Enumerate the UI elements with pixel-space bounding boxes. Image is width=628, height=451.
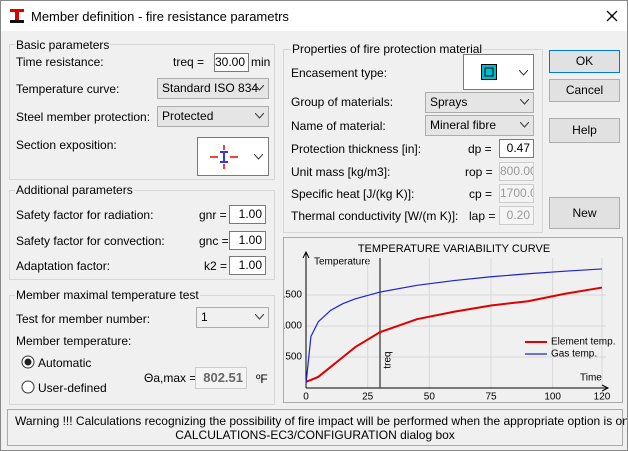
select[interactable]: Standard ISO 834	[157, 78, 269, 99]
chevron	[255, 113, 264, 119]
x-tick-label: 0	[303, 392, 309, 403]
chevron	[520, 122, 529, 128]
chart: TEMPERATURE VARIABILITY CURVE Temperatur…	[283, 237, 623, 403]
symbol: Θa,max =	[144, 371, 197, 385]
app-icon	[10, 9, 24, 23]
input: 1700.0	[499, 184, 534, 203]
chevron	[519, 70, 528, 76]
select[interactable]: Protected	[157, 106, 269, 127]
label: Safety factor for radiation:	[16, 208, 154, 222]
label: Specific heat [J/(kg K)]:	[291, 187, 415, 201]
series-line	[305, 268, 603, 384]
chart-title: TEMPERATURE VARIABILITY CURVE	[358, 243, 550, 255]
x-tick-label: 50	[424, 392, 436, 403]
select-value: Sprays	[430, 95, 468, 109]
symbol: gnc =	[199, 234, 229, 248]
group-box	[9, 190, 275, 280]
warning-box	[7, 409, 623, 446]
y-axis	[302, 250, 310, 388]
warning-text: Warning !!! Calculations recognizing the…	[15, 414, 628, 428]
unit: min	[251, 55, 271, 69]
label: Steel member protection:	[16, 110, 151, 124]
encasement-icon	[481, 64, 497, 80]
help-button[interactable]: Help	[549, 118, 620, 143]
label: Time resistance:	[16, 55, 104, 69]
select-value: Standard ISO 834	[162, 81, 259, 95]
input[interactable]: 30.00	[214, 53, 249, 72]
x-axis	[306, 384, 610, 392]
select-value: 1	[201, 310, 208, 324]
x-tick-label: 100	[544, 392, 561, 403]
chevron	[254, 154, 263, 160]
x-tick-label: 25	[362, 392, 374, 403]
series-line	[305, 286, 603, 383]
title-bar	[1, 1, 627, 31]
window-title: Member definition - fire resistance para…	[31, 9, 289, 24]
label: Safety factor for convection:	[16, 234, 165, 248]
exposition-icon	[210, 145, 238, 169]
x-axis-label: Time	[580, 373, 602, 384]
radio[interactable]	[21, 380, 35, 394]
readonly-field: 802.51	[195, 367, 247, 389]
symbol: lap =	[469, 209, 496, 223]
y-tick-label: 1500	[283, 290, 302, 301]
symbol: gnr =	[199, 208, 227, 222]
select[interactable]: Mineral fibre	[425, 115, 534, 136]
group-heading: Basic parameters	[15, 38, 111, 52]
symbol: k2 =	[204, 259, 228, 273]
unit: ºF	[256, 372, 268, 386]
y-tick-label: 500	[285, 352, 302, 363]
label: Name of material:	[291, 119, 386, 133]
treq-label: treq	[383, 351, 394, 368]
symbol: cp =	[469, 187, 493, 201]
label: Group of materials:	[291, 95, 394, 109]
group-box	[9, 44, 275, 180]
input[interactable]: 0.47	[499, 139, 534, 158]
label: Protection thickness [in]:	[291, 142, 422, 156]
image-select[interactable]	[463, 54, 534, 90]
select[interactable]: Sprays	[425, 92, 534, 113]
label: Test for member number:	[16, 312, 151, 326]
group-heading: Member maximal temperature test	[15, 288, 200, 302]
legend-label: Gas temp.	[551, 349, 597, 360]
label: Member temperature:	[16, 334, 132, 348]
x-tick-label: 120	[594, 392, 611, 403]
input[interactable]: 1.00	[229, 256, 266, 275]
radio-label: Automatic	[38, 356, 92, 370]
close-button[interactable]	[606, 10, 618, 22]
symbol: rop =	[465, 165, 493, 179]
select-value: Protected	[162, 109, 214, 123]
chevron	[255, 314, 264, 320]
group-heading: Properties of fire protection material	[291, 42, 484, 56]
input[interactable]: 1.00	[229, 231, 266, 250]
label: Encasement type:	[291, 66, 388, 80]
y-tick-label: 1000	[283, 321, 302, 332]
new-material-button[interactable]: New material	[549, 197, 620, 250]
select-value: Mineral fibre	[430, 118, 497, 132]
warning-text: CALCULATIONS-EC3/CONFIGURATION dialog bo…	[175, 428, 455, 442]
symbol: dp =	[468, 142, 492, 156]
input: 800.00	[499, 162, 534, 181]
x-tick-label: 75	[485, 392, 497, 403]
symbol: treq =	[173, 55, 205, 69]
radio-selected[interactable]	[21, 355, 35, 369]
cancel-button[interactable]: Cancel	[549, 79, 620, 102]
legend-label: Element temp.	[551, 337, 615, 348]
label: Adaptation factor:	[16, 259, 111, 273]
group-heading: Additional parameters	[15, 183, 134, 197]
y-axis-label: Temperature	[314, 257, 371, 268]
label: Temperature curve:	[16, 82, 120, 96]
image-select[interactable]	[197, 137, 269, 176]
radio-label: User-defined	[38, 381, 107, 395]
chevron	[520, 99, 529, 105]
ok-button[interactable]: OK	[549, 50, 620, 73]
select[interactable]: 1	[196, 307, 269, 328]
input: 0.20	[499, 206, 534, 225]
input[interactable]: 1.00	[229, 205, 266, 224]
label: Unit mass [kg/m3]:	[291, 165, 391, 179]
label: Thermal conductivity [W/(m K)]:	[291, 209, 459, 223]
label: Section exposition:	[16, 138, 117, 152]
chevron	[255, 85, 264, 91]
